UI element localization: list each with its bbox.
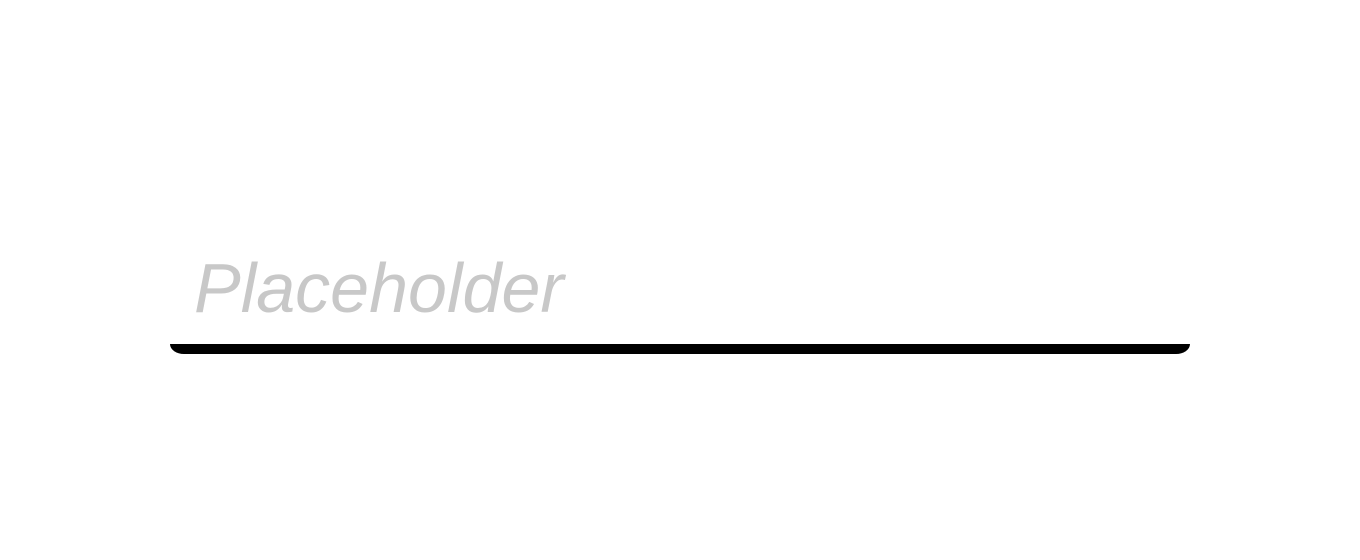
input-underline xyxy=(170,344,1190,354)
text-input[interactable] xyxy=(170,228,1190,348)
text-field xyxy=(170,228,1190,358)
